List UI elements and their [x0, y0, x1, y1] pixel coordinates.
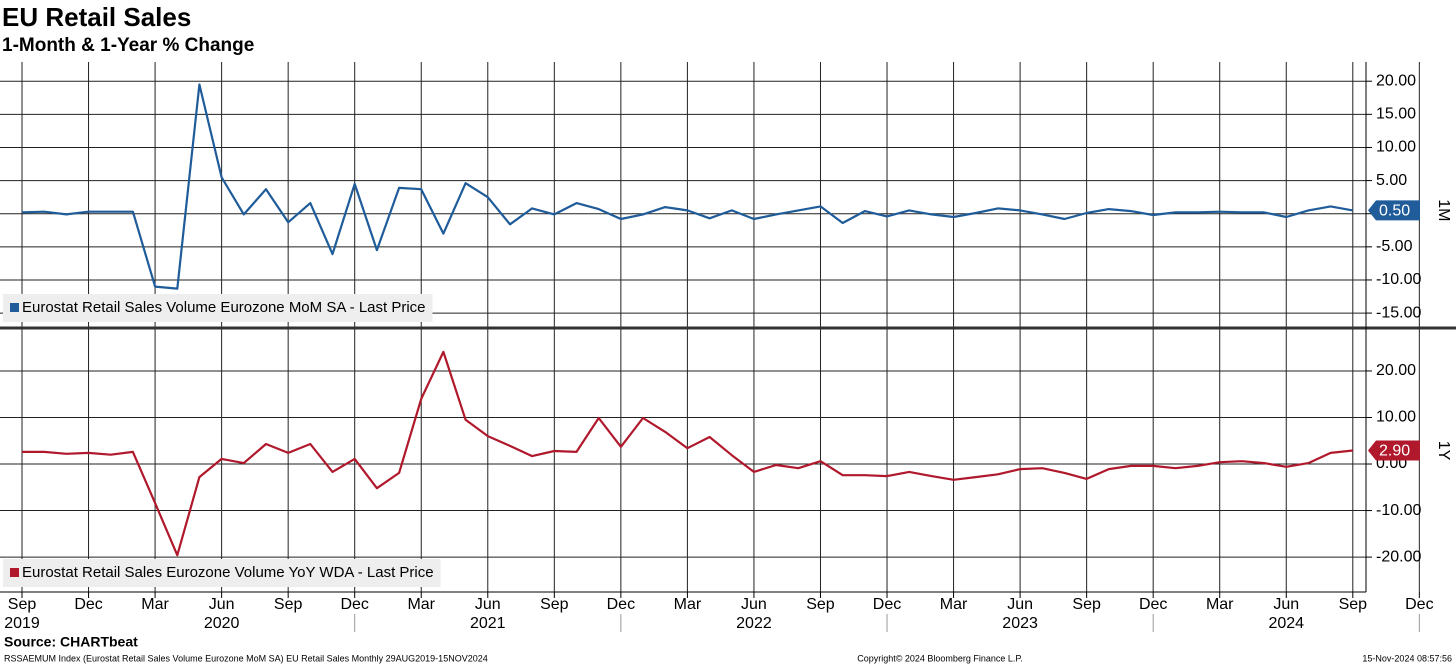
chart-title: EU Retail Sales	[2, 2, 191, 32]
x-tick-label: Jun	[1273, 596, 1299, 613]
x-tick-label: Jun	[1007, 596, 1033, 613]
y-tick-label: -10.00	[1376, 271, 1421, 288]
y-tick-label: -15.00	[1376, 304, 1421, 321]
y-tick-label: -5.00	[1376, 238, 1413, 255]
x-tick-label: Dec	[1405, 596, 1433, 613]
x-tick-label: Sep	[540, 596, 569, 613]
x-year-label: 2024	[1268, 615, 1304, 632]
x-tick-label: Mar	[674, 596, 702, 613]
x-year-label: 2020	[204, 615, 240, 632]
x-tick-label: Jun	[209, 596, 235, 613]
legend-text: Eurostat Retail Sales Eurozone Volume Yo…	[22, 564, 434, 581]
x-tick-label: Sep	[806, 596, 835, 613]
x-tick-label: Dec	[74, 596, 102, 613]
legend-box	[3, 559, 441, 587]
x-tick-label: Dec	[873, 596, 901, 613]
y-tick-label: 5.00	[1376, 172, 1407, 189]
x-tick-label: Dec	[340, 596, 368, 613]
last-value-label: 2.90	[1379, 443, 1410, 460]
x-tick-label: Dec	[607, 596, 635, 613]
legend-text: Eurostat Retail Sales Volume Eurozone Mo…	[22, 299, 426, 316]
axis-label: 1M	[1435, 199, 1452, 221]
x-tick-label: Sep	[8, 596, 37, 613]
axis-label: 1Y	[1435, 441, 1452, 461]
x-tick-label: Jun	[475, 596, 501, 613]
x-tick-label: Mar	[407, 596, 435, 613]
x-tick-label: Sep	[1072, 596, 1101, 613]
x-tick-label: Sep	[1339, 596, 1368, 613]
y-tick-label: 15.00	[1376, 106, 1416, 123]
legend: Eurostat Retail Sales Volume Eurozone Mo…	[3, 294, 433, 322]
y-tick-label: 10.00	[1376, 139, 1416, 156]
legend-swatch	[10, 303, 19, 312]
data-line	[22, 350, 1353, 557]
last-value-tag	[1368, 440, 1420, 461]
last-value-label: 0.50	[1379, 203, 1410, 220]
legend-box	[3, 294, 433, 322]
x-year-label: 2023	[1002, 615, 1038, 632]
footer-copyright: Copyright© 2024 Bloomberg Finance L.P.	[857, 653, 1023, 663]
source: Source: CHARTbeat	[4, 634, 138, 650]
chart-subtitle: 1-Month & 1-Year % Change	[2, 35, 254, 56]
x-tick-label: Mar	[1206, 596, 1234, 613]
footer-date: 15-Nov-2024 08:57:56	[1362, 653, 1452, 663]
x-tick-label: Jun	[741, 596, 767, 613]
y-tick-label: 10.00	[1376, 409, 1416, 426]
legend-swatch	[10, 568, 19, 577]
y-tick-label: 20.00	[1376, 362, 1416, 379]
x-tick-label: Mar	[940, 596, 968, 613]
x-year-label: 2021	[470, 615, 506, 632]
footer-left: RSSAEMUM Index (Eurostat Retail Sales Vo…	[4, 653, 488, 663]
y-tick-label: 20.00	[1376, 72, 1416, 89]
x-tick-label: Sep	[274, 596, 303, 613]
data-line	[21, 83, 1353, 290]
x-year-label: 2019	[4, 615, 40, 632]
legend: Eurostat Retail Sales Eurozone Volume Yo…	[3, 559, 441, 587]
x-year-label: 2022	[736, 615, 772, 632]
y-tick-label: -20.00	[1376, 548, 1421, 565]
x-tick-label: Mar	[141, 596, 169, 613]
last-value-tag	[1368, 200, 1420, 221]
y-tick-label: -10.00	[1376, 502, 1421, 519]
x-tick-label: Dec	[1139, 596, 1167, 613]
